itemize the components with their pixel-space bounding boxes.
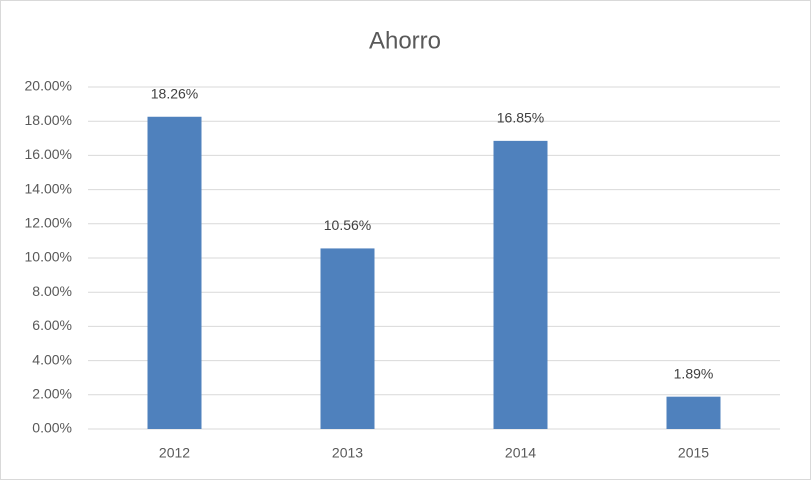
y-tick-label: 12.00%	[25, 215, 72, 231]
y-tick-label: 10.00%	[25, 249, 72, 265]
y-tick-label: 18.00%	[25, 112, 72, 128]
bar	[493, 140, 548, 430]
y-tick-label: 20.00%	[25, 78, 72, 94]
y-tick-label: 14.00%	[25, 180, 72, 196]
bar	[666, 396, 721, 429]
y-tick-label: 6.00%	[32, 317, 72, 333]
data-label: 18.26%	[151, 85, 198, 101]
data-label: 16.85%	[497, 110, 544, 126]
chart-title: Ahorro	[369, 27, 441, 54]
bar	[320, 248, 375, 429]
y-tick-label: 16.00%	[25, 146, 72, 162]
y-tick-label: 4.00%	[32, 351, 72, 367]
data-label: 1.89%	[674, 365, 714, 381]
data-label: 10.56%	[324, 217, 371, 233]
bar	[147, 116, 202, 429]
x-tick-label: 2012	[159, 445, 190, 461]
y-tick-label: 0.00%	[32, 420, 72, 436]
x-tick-label: 2015	[678, 445, 709, 461]
x-tick-label: 2014	[505, 445, 536, 461]
y-tick-label: 2.00%	[32, 386, 72, 402]
y-tick-label: 8.00%	[32, 283, 72, 299]
x-tick-label: 2013	[332, 445, 363, 461]
